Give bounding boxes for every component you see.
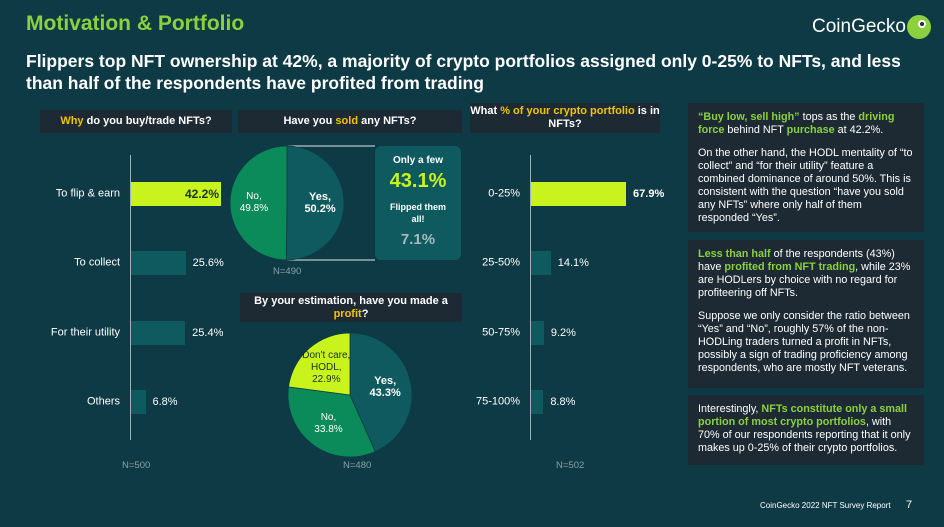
bar [531, 390, 544, 414]
chart-title-text: Why do you buy/trade NFTs? [60, 115, 211, 128]
note-box: “Buy low, sell high” tops as the driving… [688, 103, 924, 232]
title-part: What [470, 105, 501, 117]
note-highlight: “Buy low, sell high” [698, 111, 800, 123]
slice-label: Don't care, HODL, 22.9% [294, 350, 358, 386]
value-label: 42.2% [184, 187, 220, 201]
value-label: 25.4% [192, 327, 224, 339]
category-label: To collect [74, 256, 120, 269]
bar [131, 251, 186, 275]
slice-label: Yes, 50.2% [288, 191, 352, 215]
note-highlight: profited from NFT trading [724, 261, 856, 273]
bar [131, 182, 222, 206]
note-highlight: NFTs constitute only a small portion of … [698, 403, 908, 428]
slice-category: Don't care, HODL, [302, 349, 351, 373]
slice-category: No, [246, 190, 262, 202]
annotation: Flipped them all! [390, 202, 446, 224]
slice-category: Yes, [374, 375, 397, 388]
annotation: Only a few [392, 155, 443, 166]
title-part: By your estimation, have you made a [254, 294, 448, 307]
note-text: at 42.2%. [834, 124, 884, 136]
note-text: of the respondents (43%) have [698, 248, 895, 273]
title-part: do you buy/trade NFTs? [83, 115, 212, 127]
title-part: sold [335, 115, 359, 127]
brand: CoinGecko [812, 16, 906, 37]
value-label: 6.8% [152, 396, 178, 408]
bar [131, 390, 146, 414]
note-box: Less than half of the respondents (43%) … [688, 240, 924, 388]
axis-line [530, 155, 531, 440]
sample-size: N=490 [273, 266, 302, 277]
value-label: 14.1% [557, 257, 589, 269]
slice-value: 43.3% [369, 387, 401, 400]
sample-size: N=502 [556, 460, 585, 471]
annotation: 7.1% [400, 231, 436, 248]
sample-size: N=500 [122, 460, 151, 471]
category-label: 75-100% [475, 395, 520, 408]
note-paragraph: Interestingly, NFTs constitute only a sm… [698, 403, 914, 455]
chart-title: Why do you buy/trade NFTs? [40, 110, 232, 133]
note-text: , with 70% of our respondents reporting … [698, 416, 911, 454]
footer-source: CoinGecko 2022 NFT Survey Report [760, 501, 891, 510]
title-part: any NFTs? [358, 115, 417, 127]
chart-title: Have you sold any NFTs? [238, 110, 462, 133]
logo [907, 15, 931, 39]
chart-title-text: Have you sold any NFTs? [283, 115, 416, 128]
title-part: ? [361, 307, 369, 320]
note-paragraph: On the other hand, the HODL mentality of… [698, 147, 914, 225]
note-text: Interestingly, [698, 403, 762, 415]
bar [531, 251, 551, 275]
slice-category: No, [320, 411, 337, 423]
bar [531, 321, 544, 345]
slice-label: No, 33.8% [296, 412, 360, 436]
value-label: 8.8% [550, 396, 576, 408]
note-box: Interestingly, NFTs constitute only a sm… [688, 395, 924, 465]
title-part: % of your crypto portfolio [500, 105, 635, 117]
slice-value: 49.8% [239, 202, 269, 214]
value-label: 9.2% [550, 327, 576, 339]
note-paragraph: “Buy low, sell high” tops as the driving… [698, 111, 914, 137]
note-text: Suppose we only consider the ratio betwe… [698, 310, 910, 374]
chart-title-text: By your estimation, have you made a prof… [240, 295, 462, 321]
category-label: Others [86, 395, 120, 408]
bar [131, 321, 186, 345]
value-label: 25.6% [192, 257, 224, 269]
category-label: To flip & earn [55, 187, 120, 200]
note-highlight: driving force [698, 111, 895, 136]
category-label: 25-50% [482, 256, 520, 269]
bar [531, 182, 627, 206]
page-number: 7 [906, 499, 913, 511]
subtitle: Flippers top NFT ownership at 42%, a maj… [26, 51, 901, 93]
page-title: Motivation & Portfolio [26, 12, 245, 35]
chart-title: What % of your crypto portfolio is in NF… [470, 103, 660, 133]
note-text: tops as the [799, 111, 859, 123]
slice-label: Yes, 43.3% [353, 375, 417, 399]
annotation: 43.1% [389, 170, 447, 192]
axis-line [130, 155, 131, 440]
note-paragraph: Less than half of the respondents (43%) … [698, 248, 914, 300]
note-text: behind NFT [724, 124, 787, 136]
title-part: is in NFTs? [548, 105, 660, 130]
note-highlight: Less than half [698, 248, 771, 260]
slice-value: 50.2% [304, 203, 336, 216]
slice-value: 22.9% [312, 373, 341, 385]
sample-size: N=480 [343, 460, 372, 471]
note-paragraph: Suppose we only consider the ratio betwe… [698, 310, 914, 375]
note-highlight: purchase [786, 124, 835, 136]
value-label: 67.9% [633, 188, 665, 200]
note-text: On the other hand, the HODL mentality of… [698, 147, 913, 224]
slice-value: 33.8% [314, 423, 343, 435]
category-label: For their utility [50, 326, 120, 339]
category-label: 50-75% [482, 326, 520, 339]
chart-title: By your estimation, have you made a prof… [240, 293, 462, 322]
category-label: 0-25% [488, 187, 520, 200]
title-part: Why [60, 115, 84, 127]
chart-title-text: What % of your crypto portfolio is in NF… [470, 105, 660, 131]
title-part: profit [333, 307, 362, 320]
slice-label: No, 49.8% [222, 191, 286, 215]
title-part: Have you [283, 115, 336, 127]
slice-category: Yes, [309, 191, 332, 204]
note-text: , while 23% are HODLers by choice with n… [698, 261, 911, 299]
